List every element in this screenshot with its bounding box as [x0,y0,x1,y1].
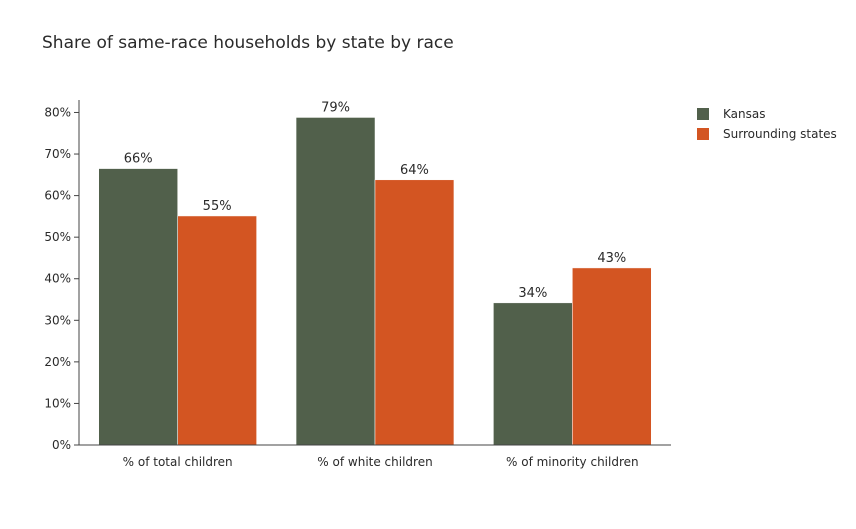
y-tick-label: 30% [44,313,71,327]
bar-kansas-1 [295,117,376,446]
bar-data-label: 64% [400,163,429,178]
y-tick-label: 40% [44,272,71,286]
bar-surrounding-1 [374,179,455,446]
axes-layer: % of total children % of white children % … [44,100,671,469]
chart-title: Share of same-race households by state b… [42,33,454,53]
bar-data-label: 34% [518,286,547,301]
x-tick-label: % of minority children [506,455,639,469]
x-tick-label: % of white children [317,455,432,469]
bar-surrounding-2 [572,267,652,446]
bar-kansas-2 [493,302,573,446]
y-tick-label: 60% [44,189,71,203]
x-tick-label: % of total children [123,455,233,469]
legend: Kansas Surrounding states [697,107,837,141]
bar-labels-layer: 66% 55% 79% 64% 34% 43% [124,100,627,300]
y-tick-label: 70% [44,147,71,161]
y-tick-label: 20% [44,355,71,369]
y-tick-label: 80% [44,105,71,119]
legend-swatch [697,128,709,140]
legend-swatch [697,108,709,120]
y-tick-label: 0% [52,438,71,452]
bar-data-label: 79% [321,100,350,115]
y-tick-label: 10% [44,396,71,410]
y-tick-label: 50% [44,230,71,244]
bar-surrounding-0 [177,215,257,446]
bar-data-label: 66% [124,152,153,167]
legend-label: Kansas [723,107,765,121]
legend-label: Surrounding states [723,127,837,141]
bar-kansas-0 [98,168,178,446]
bar-data-label: 55% [203,199,232,214]
bar-data-label: 43% [597,251,626,266]
bars-layer [98,117,652,446]
